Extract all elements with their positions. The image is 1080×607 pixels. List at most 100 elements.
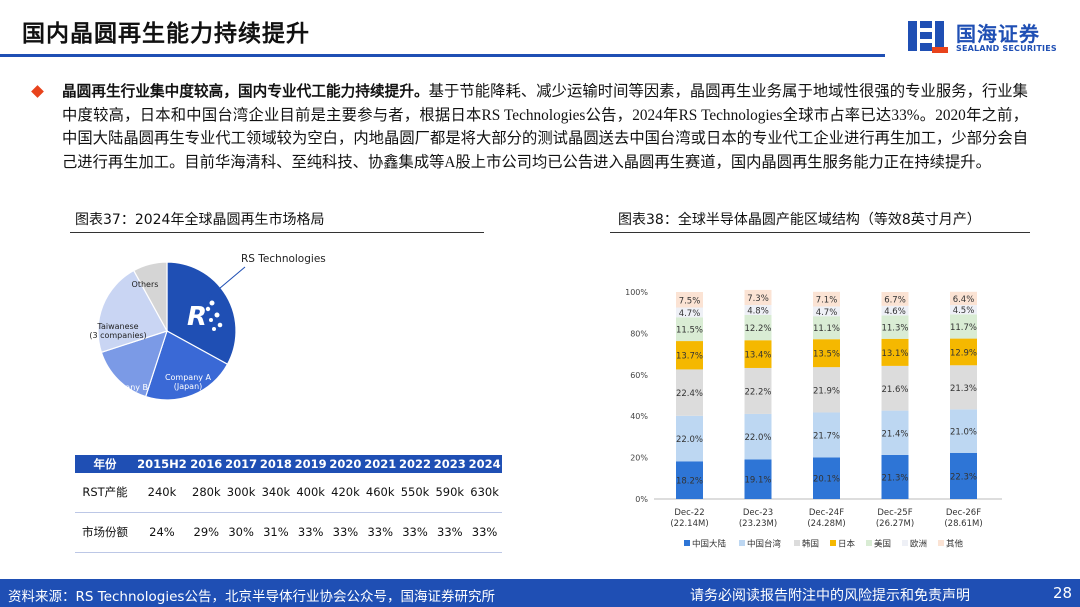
pie-slice-label: Others [132,280,159,289]
bar-data-label: 4.6% [884,307,906,317]
rs-logo-dot [212,327,216,331]
y-tick-label: 60% [630,371,648,380]
rs-logo-dot [217,322,223,328]
legend-swatch [902,540,908,546]
bar-data-label: 13.7% [676,352,703,362]
table-cell: 280k [188,473,224,513]
table-header-cell: 2023 [432,455,468,473]
bar-data-label: 21.7% [813,431,840,441]
stacked-bar-chart: 0% 20% 40% 60% 80% 100% 18.2% 22.0% 22.4% 13.7% 11… [625,288,1002,550]
pie-slice-label: Company A (Japan) [165,373,212,391]
legend-swatch [830,540,836,546]
bar-data-label: 13.4% [744,351,771,361]
bar-data-label: 22.0% [676,435,703,445]
sealand-logo-icon [908,21,948,53]
y-tick-label: 40% [630,412,648,421]
bar-segment [813,412,840,458]
bar-segment [950,338,977,366]
table-header-cell: 2018 [258,455,294,473]
x-tick-sublabel: (24.28M) [807,519,845,529]
table-cell: 24% [135,512,189,554]
legend-label: 中国台湾 [747,539,782,550]
bar-segment [950,314,977,339]
table-header-cell: 2021 [362,455,398,473]
bar-data-label: 4.7% [816,308,838,318]
bar-segment [744,340,772,368]
bar-segment [744,367,772,414]
legend-swatch [938,540,944,546]
page-number: 28 [1053,584,1073,602]
footer-source: 资料来源：RS Technologies公告，北京半导体行业协会公众号，国海证券… [8,589,495,605]
bar-data-label: 7.1% [816,296,838,306]
pie-slice [144,330,229,401]
bar-segment [881,410,909,455]
bar-data-label: 12.2% [744,324,771,334]
table-row: RST产能 240k 280k 300k 340k 400k 420k 460k 550k 590… [75,473,502,513]
table-cell: 550k [397,473,433,513]
legend-label: 其他 [946,539,964,550]
sealand-logo: 国海证券 SEALAND SECURITIES [906,17,1066,59]
x-tick-sublabel: (28.61M) [944,519,982,529]
bar-segment [744,314,772,341]
bar-data-label: 21.4% [881,429,908,439]
page-title: 国内晶圆再生能力持续提升 [22,21,310,47]
table-row: 市场份额 24% 29% 30% 31% 33% 33% 33% 33% 33% 33% [75,512,502,554]
x-tick-label: Dec-22 [674,508,704,518]
bar-segment [950,452,977,499]
body-paragraph: 晶圆再生行业集中度较高，国内专业代工能力持续提升。基于节能降耗、减少运输时间等因… [62,80,1028,174]
bar-data-label: 20.1% [813,475,840,485]
bar-segment [676,369,703,416]
table-cell: 300k [223,473,259,513]
footer-bar: 资料来源：RS Technologies公告，北京半导体行业协会公众号，国海证券… [0,579,1080,607]
bar-data-label: 13.1% [881,349,908,359]
rs-logo-text: R [187,302,207,332]
pie-slice [97,269,168,354]
y-tick-label: 100% [625,288,648,297]
y-tick-label: 80% [630,329,648,338]
bar-data-label: 22.4% [676,389,703,399]
table-cell: 33% [362,512,398,554]
logo-cn-text: 国海证券 [956,22,1040,46]
x-tick-sublabel: (26.27M) [876,519,914,529]
bar-data-label: 21.0% [950,428,977,438]
bar-data-label: 13.5% [813,350,840,360]
x-tick-label: Dec-26F [946,508,981,518]
bar-segment [950,365,977,410]
bar-data-label: 22.0% [744,433,771,443]
legend-swatch [866,540,872,546]
bar-data-label: 4.8% [747,307,769,317]
table-cell: RST产能 [75,473,135,513]
bar-data-label: 6.4% [953,295,975,305]
table-cell: 630k [467,473,502,513]
bullet-diamond-icon [31,85,44,98]
bar-segment [950,305,977,315]
table-header-cell: 2020 [328,455,363,473]
bar-segment [813,291,840,307]
footer-disclaimer: 请务必阅读报告附注中的风险提示和免责声明 [690,588,970,604]
legend-swatch [739,540,745,546]
x-tick-sublabel: (22.14M) [670,519,708,529]
table-cell: 31% [258,512,294,554]
bar-segment [881,292,909,306]
bar-segment [676,415,703,462]
pie-slice-label: Taiwanese (3 companies) [89,322,146,340]
table-cell: 29% [188,512,224,554]
bar-segment [676,292,703,308]
x-tick-sublabel: (23.23M) [739,519,777,529]
bar-segment [813,316,840,340]
rs-logo-dot [209,300,215,306]
table-cell: 33% [293,512,329,554]
table-cell: 240k [135,473,189,513]
table-body: RST产能 240k 280k 300k 340k 400k 420k 460k 550k 590… [75,473,502,554]
bar-segment [950,409,977,453]
logo-en-text: SEALAND SECURITIES [956,44,1057,53]
y-tick-label: 0% [635,495,648,504]
legend-swatch [794,540,800,546]
y-tick-label: 20% [630,454,648,463]
bar-segment [881,454,909,499]
bar-data-label: 7.3% [747,294,769,304]
table-cell: 33% [467,512,502,554]
fig37-title: 图表37：2024年全球晶圆再生市场格局 [75,212,325,228]
bar-segment [813,367,840,413]
table-header-cell: 2019 [293,455,329,473]
